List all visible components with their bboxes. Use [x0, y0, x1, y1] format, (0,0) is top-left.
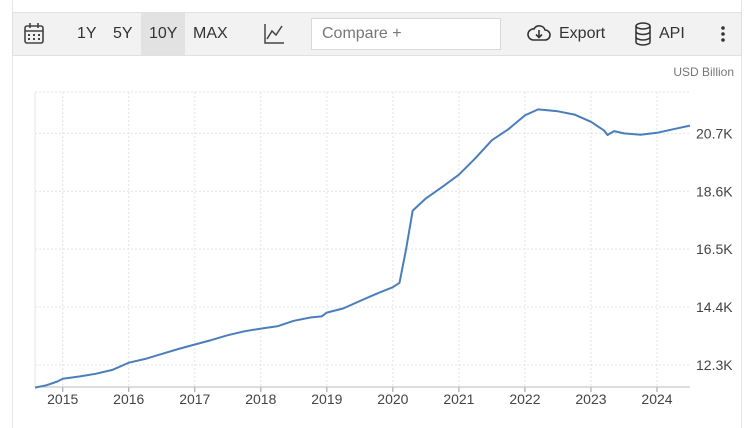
- api-label: API: [659, 25, 685, 42]
- line-chart-icon[interactable]: [263, 13, 285, 55]
- export-label: Export: [559, 25, 606, 42]
- unit-label: USD Billion: [673, 65, 734, 79]
- compare-input[interactable]: [311, 18, 501, 50]
- range-5y-button[interactable]: 5Y: [113, 25, 133, 42]
- range-max-button[interactable]: MAX: [193, 25, 228, 42]
- range-1y-button[interactable]: 1Y: [77, 25, 97, 42]
- chart-panel: [12, 0, 742, 428]
- database-icon: [635, 22, 651, 46]
- calendar-icon[interactable]: [23, 13, 45, 55]
- export-button[interactable]: Export: [527, 13, 611, 55]
- api-button[interactable]: API: [633, 13, 689, 55]
- range-10y-button[interactable]: 10Y: [141, 13, 186, 55]
- cloud-download-icon: [527, 25, 551, 41]
- more-options-icon[interactable]: [717, 13, 729, 55]
- chart-toolbar: 1Y 5Y 10Y MAX Export API: [12, 12, 742, 56]
